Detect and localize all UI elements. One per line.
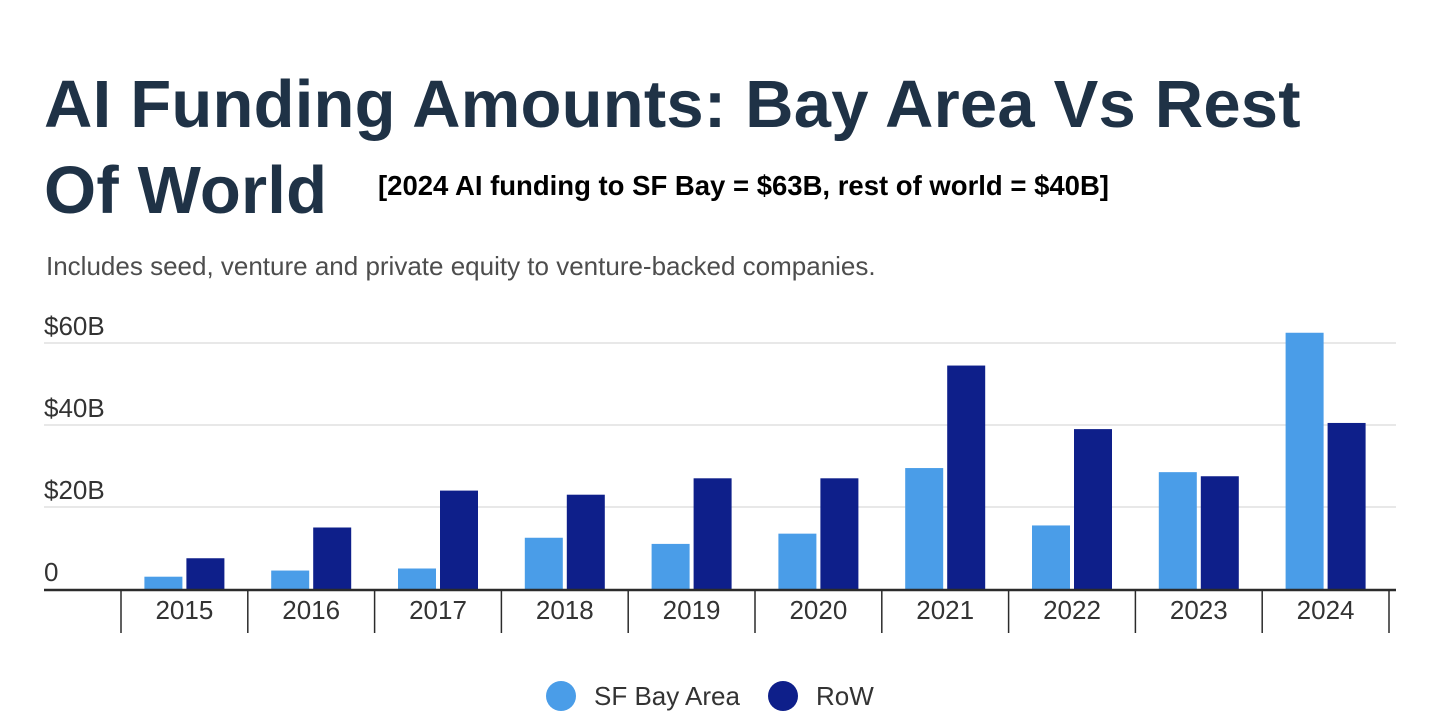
y-tick-label: $20B <box>44 475 105 505</box>
x-tick-label: 2018 <box>536 595 594 625</box>
bar-row-2023 <box>1200 476 1239 589</box>
x-tick-label: 2022 <box>1043 595 1101 625</box>
x-tick-label: 2015 <box>155 595 213 625</box>
x-tick-label: 2024 <box>1297 595 1355 625</box>
bar-row-2024 <box>1327 422 1366 589</box>
bar-row-2015 <box>186 558 225 589</box>
y-tick-label: $40B <box>44 393 105 423</box>
legend-marker-row <box>768 681 798 711</box>
y-tick-label: $60B <box>44 311 105 341</box>
bar-sf-bay-area-2019 <box>651 543 690 589</box>
bar-row-2018 <box>566 494 605 589</box>
x-tick-label: 2023 <box>1170 595 1228 625</box>
bar-sf-bay-area-2016 <box>271 570 310 589</box>
y-tick-label: 0 <box>44 557 58 587</box>
chart-subtitle: Includes seed, venture and private equit… <box>46 251 876 281</box>
legend-label: RoW <box>816 681 874 711</box>
legend-label: SF Bay Area <box>594 681 740 711</box>
bar-row-2017 <box>440 490 478 589</box>
bar-sf-bay-area-2015 <box>144 576 183 589</box>
bar-row-2021 <box>947 365 986 589</box>
x-tick-label: 2020 <box>789 595 847 625</box>
chart-annotation: [2024 AI funding to SF Bay = $63B, rest … <box>378 170 1109 201</box>
legend-marker-sf-bay-area <box>546 681 576 711</box>
chart-title: AI Funding Amounts: Bay Area Vs Rest Of … <box>44 67 1301 228</box>
bar-sf-bay-area-2018 <box>524 537 563 589</box>
bar-row-2022 <box>1074 429 1112 589</box>
x-tick-label: 2019 <box>663 595 721 625</box>
bar-sf-bay-area-2022 <box>1032 525 1070 589</box>
bar-sf-bay-area-2020 <box>778 533 817 589</box>
bar-sf-bay-area-2023 <box>1158 472 1197 589</box>
x-tick-label: 2021 <box>916 595 974 625</box>
bar-sf-bay-area-2017 <box>398 568 436 589</box>
bar-row-2016 <box>313 527 352 589</box>
bar-sf-bay-area-2021 <box>905 468 944 589</box>
x-tick-label: 2016 <box>282 595 340 625</box>
bar-sf-bay-area-2024 <box>1285 332 1324 589</box>
bar-row-2019 <box>693 478 732 589</box>
bar-row-2020 <box>820 478 859 589</box>
x-tick-label: 2017 <box>409 595 467 625</box>
